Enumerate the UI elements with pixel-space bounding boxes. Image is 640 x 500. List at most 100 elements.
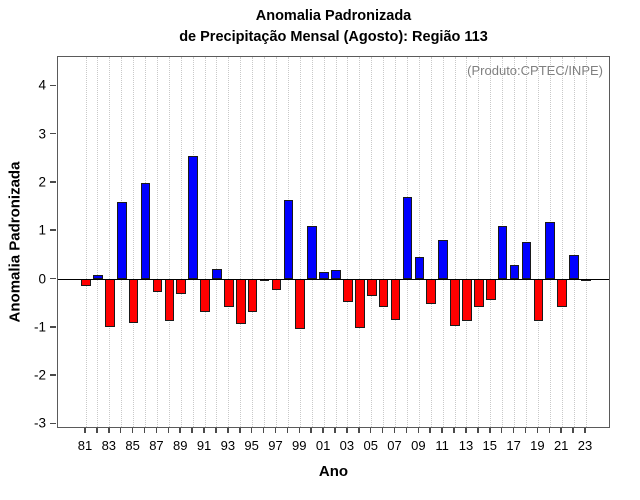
gridline-05 [371, 57, 373, 427]
bar-19 [533, 278, 544, 321]
gridline-04 [359, 57, 361, 427]
bar-16 [497, 226, 508, 280]
bar-15 [485, 278, 496, 301]
x-tick-mark-18 [524, 428, 527, 433]
gridline-89 [180, 57, 182, 427]
x-tick-mark-99 [298, 428, 301, 433]
gridline-10 [430, 57, 432, 427]
x-tick-mark-21 [560, 428, 562, 433]
bar-87 [152, 278, 163, 293]
x-tick-label-95: 95 [244, 438, 259, 453]
x-tick-mark-91 [203, 428, 205, 433]
x-tick-mark-09 [417, 428, 420, 433]
bar-05 [366, 278, 377, 296]
gridline-85 [133, 57, 135, 427]
bar-18 [521, 242, 532, 280]
x-tick-mark-87 [155, 428, 158, 433]
chart-title-line-1: Anomalia Padronizada [255, 8, 412, 24]
bar-90 [188, 156, 198, 280]
gridline-06 [383, 57, 385, 427]
x-tick-mark-19 [536, 428, 539, 433]
bar-91 [200, 278, 210, 313]
plot-area: (Produto:CPTEC/INPE) [57, 56, 610, 428]
bar-09 [414, 256, 425, 280]
gridline-09 [418, 57, 420, 427]
gridline-23 [585, 57, 587, 427]
x-tick-mark-90 [191, 428, 193, 433]
gridline-96 [264, 57, 266, 427]
bar-08 [402, 197, 413, 280]
bar-97 [271, 278, 282, 291]
gridline-87 [156, 57, 158, 427]
x-tick-mark-20 [548, 428, 551, 433]
x-tick-mark-98 [286, 428, 289, 433]
x-tick-mark-23 [584, 428, 586, 433]
x-tick-label-97: 97 [268, 438, 283, 453]
gridline-93 [228, 57, 230, 427]
y-tick-mark--1 [50, 326, 56, 328]
bar-93 [224, 278, 234, 308]
gridline-03 [347, 57, 349, 427]
x-tick-mark-07 [393, 428, 396, 433]
x-tick-mark-14 [477, 428, 479, 433]
y-tick-label--3: -3 [33, 415, 46, 431]
y-tick-label-2: 2 [38, 174, 46, 190]
x-axis-label: Ano [318, 463, 349, 480]
x-tick-label-09: 09 [411, 438, 426, 453]
x-tick-mark-08 [405, 428, 408, 433]
x-tick-mark-22 [572, 428, 574, 433]
x-tick-mark-88 [167, 428, 170, 433]
y-tick-label-3: 3 [38, 126, 46, 142]
gridline-97 [275, 57, 277, 427]
x-tick-label-07: 07 [387, 438, 402, 453]
gridline-15 [490, 57, 492, 427]
bar-89 [176, 278, 187, 295]
gridline-81 [85, 57, 87, 427]
gridline-01 [323, 57, 325, 427]
y-tick-mark-3 [50, 132, 56, 135]
bar-14 [474, 278, 484, 307]
x-tick-label-81: 81 [77, 438, 93, 453]
x-tick-mark-13 [465, 428, 467, 433]
gridline-82 [97, 57, 99, 427]
chart-title-line-2: de Precipitação Mensal (Agosto): Região … [179, 29, 488, 45]
x-tick-label-05: 05 [363, 438, 378, 453]
bar-13 [462, 278, 472, 321]
gridline-95 [252, 57, 254, 427]
x-tick-label-91: 91 [196, 438, 212, 453]
gridline-21 [561, 57, 563, 427]
bar-20 [545, 221, 556, 280]
x-tick-label-19: 19 [530, 438, 545, 453]
bar-04 [355, 278, 365, 328]
y-tick-label-0: 0 [38, 271, 46, 286]
y-tick-mark-4 [50, 84, 56, 87]
bar-22 [569, 255, 579, 280]
gridline-94 [240, 57, 242, 427]
gridline-18 [525, 57, 527, 427]
x-tick-mark-81 [84, 428, 86, 433]
x-tick-label-03: 03 [339, 438, 355, 453]
x-tick-label-01: 01 [315, 438, 331, 453]
x-tick-label-11: 11 [435, 438, 449, 453]
bar-98 [283, 199, 294, 280]
x-tick-mark-00 [310, 428, 312, 433]
x-tick-label-15: 15 [482, 438, 497, 453]
x-tick-mark-95 [250, 428, 253, 433]
y-tick-label--1: -1 [33, 319, 46, 335]
x-tick-label-93: 93 [220, 438, 236, 453]
gridline-13 [466, 57, 468, 427]
gridline-19 [537, 57, 539, 427]
gridline-92 [216, 57, 218, 427]
bar-95 [247, 278, 258, 313]
x-tick-mark-97 [274, 428, 277, 433]
annotation-produto: (Produto:CPTEC/INPE) [467, 63, 603, 78]
x-tick-mark-03 [346, 428, 348, 433]
gridline-88 [168, 57, 170, 427]
y-tick-mark--3 [50, 422, 56, 425]
bar-84 [116, 202, 127, 280]
gridline-99 [299, 57, 301, 427]
x-tick-mark-84 [119, 428, 122, 433]
x-tick-mark-01 [322, 428, 324, 433]
bar-12 [450, 278, 460, 326]
bar-85 [128, 278, 139, 323]
